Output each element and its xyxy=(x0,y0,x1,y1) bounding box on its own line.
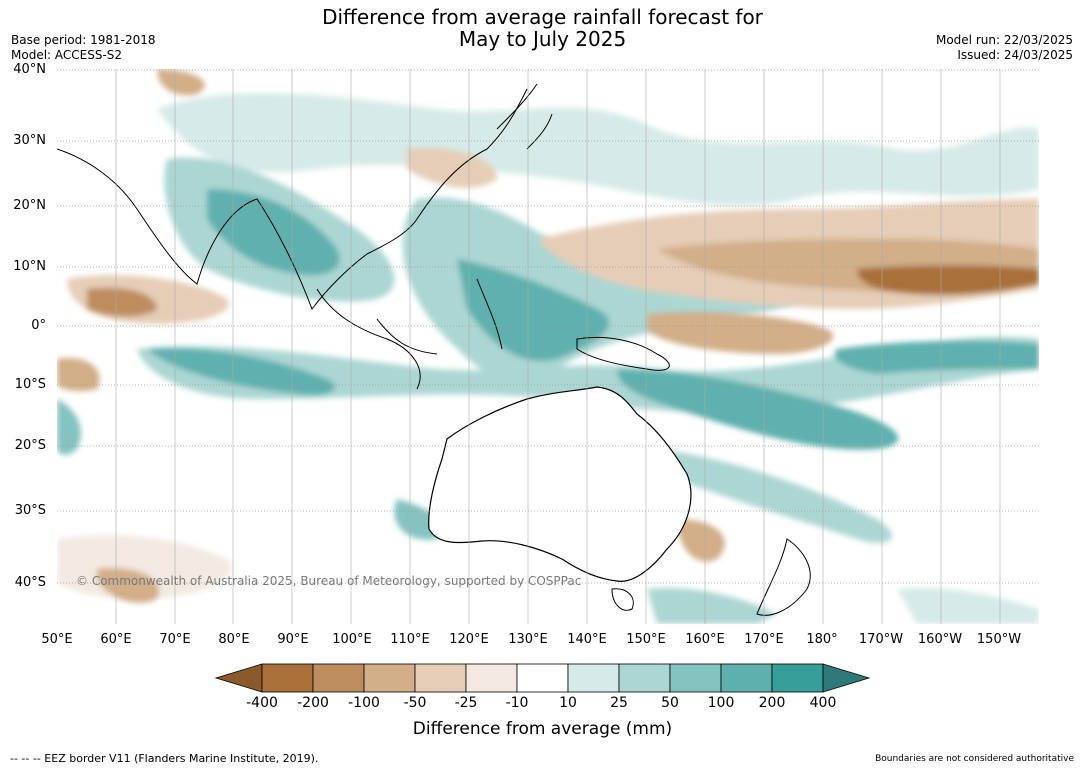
lat-label: 10°N xyxy=(13,259,46,274)
colorbar-cell xyxy=(261,663,314,693)
lat-label: 20°S xyxy=(14,438,46,453)
colorbar-tick-label: -400 xyxy=(246,695,278,711)
maritime-se-asia-coastline xyxy=(316,278,503,390)
colorbar-cell xyxy=(363,663,416,693)
colorbar-cell xyxy=(312,663,365,693)
boundaries-disclaimer: Boundaries are not considered authoritat… xyxy=(875,754,1074,764)
colorbar-cell xyxy=(516,663,569,693)
base-period-text: Base period: 1981-2018 xyxy=(11,33,156,47)
japan-outline xyxy=(496,83,553,150)
lon-label: 160°W xyxy=(917,632,963,647)
lon-label: 180° xyxy=(806,632,838,647)
lon-label: 160°E xyxy=(685,632,725,647)
colorbar-cell xyxy=(414,663,467,693)
lat-label: 40°N xyxy=(13,62,46,77)
lat-label: 20°N xyxy=(13,198,46,213)
asia-coastline xyxy=(57,88,528,311)
colorbar-cell xyxy=(567,663,620,693)
lon-label: 90°E xyxy=(277,632,309,647)
lon-label: 170°E xyxy=(744,632,784,647)
colorbar-tick-label: 25 xyxy=(610,695,628,711)
colorbar-tick-label: 100 xyxy=(707,695,735,711)
dry-anomaly-regions xyxy=(57,69,1039,603)
colorbar-tick-label: 200 xyxy=(758,695,786,711)
colorbar-tick-label: -10 xyxy=(505,695,529,711)
lon-label: 100°E xyxy=(332,632,372,647)
new-guinea-outline xyxy=(576,336,670,371)
lat-label: 0° xyxy=(31,318,46,333)
lon-label: 60°E xyxy=(100,632,132,647)
wet-anomaly-regions xyxy=(57,93,1039,624)
colorbar-cell xyxy=(771,663,824,693)
lon-label: 50°E xyxy=(41,632,73,647)
colorbar xyxy=(214,663,871,693)
lon-label: 150°W xyxy=(976,632,1022,647)
meridians xyxy=(115,69,1001,624)
lat-label: 30°N xyxy=(13,133,46,148)
colorbar-tick-label: 400 xyxy=(809,695,837,711)
lat-label: 40°S xyxy=(14,575,46,590)
colorbar-cell xyxy=(720,663,773,693)
colorbar-cell xyxy=(465,663,518,693)
colorbar-tick-label: -200 xyxy=(297,695,329,711)
lon-label: 140°E xyxy=(567,632,607,647)
colorbar-cell xyxy=(669,663,722,693)
australia-outline xyxy=(428,386,692,582)
copyright-notice: © Commonwealth of Australia 2025, Bureau… xyxy=(76,574,582,588)
colorbar-cell xyxy=(618,663,671,693)
lon-label: 70°E xyxy=(159,632,191,647)
lat-label: 30°S xyxy=(14,503,46,518)
colorbar-arrow-high xyxy=(822,663,871,693)
colorbar-tick-label: 10 xyxy=(559,695,577,711)
lon-label: 110°E xyxy=(390,632,430,647)
colorbar-title: Difference from average (mm) xyxy=(412,719,673,739)
model-run-text: Model run: 22/03/2025 xyxy=(935,33,1073,47)
map-title-line1: Difference from average rainfall forecas… xyxy=(322,5,763,29)
lat-label: 10°S xyxy=(14,377,46,392)
new-zealand-outline xyxy=(756,538,811,616)
colorbar-tick-label: -25 xyxy=(454,695,478,711)
lon-label: 80°E xyxy=(218,632,250,647)
map-title-line2: May to July 2025 xyxy=(458,27,627,51)
model-text: Model: ACCESS-S2 xyxy=(11,48,123,62)
lon-label: 150°E xyxy=(626,632,666,647)
colorbar-tick-label: -50 xyxy=(403,695,427,711)
lon-label: 170°W xyxy=(858,632,904,647)
colorbar-tick-label: -100 xyxy=(348,695,380,711)
rainfall-map xyxy=(57,69,1039,624)
lon-label: 130°E xyxy=(508,632,548,647)
colorbar-arrow-low xyxy=(214,663,263,693)
tasmania-outline xyxy=(611,588,634,611)
eez-border-note: -- -- -- EEZ border V11 (Flanders Marine… xyxy=(10,752,319,765)
map-canvas xyxy=(57,69,1039,624)
issued-text: Issued: 24/03/2025 xyxy=(957,48,1073,62)
colorbar-tick-label: 50 xyxy=(661,695,679,711)
lon-label: 120°E xyxy=(449,632,489,647)
